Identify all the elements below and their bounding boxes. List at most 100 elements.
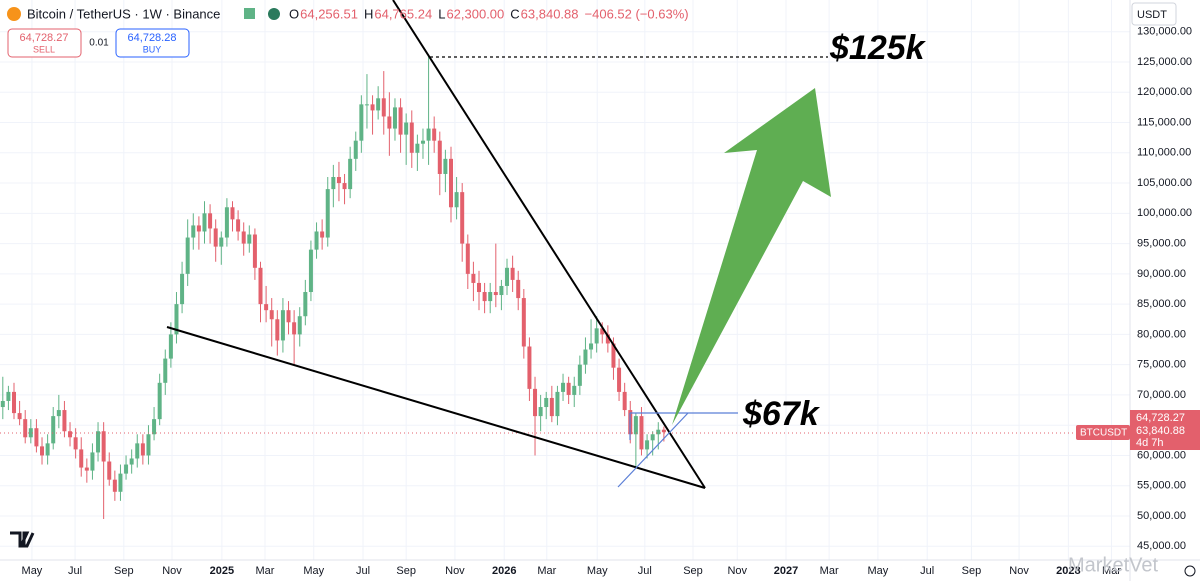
buy-button[interactable] <box>115 28 190 58</box>
candle-body <box>28 428 33 438</box>
watermark: MarketVet <box>1068 554 1158 576</box>
flag-icon[interactable] <box>244 8 255 19</box>
candle-body <box>398 107 403 135</box>
annotation: $125k <box>829 29 927 67</box>
candle-body <box>482 292 487 302</box>
countdown: 4d 7h <box>1136 437 1164 449</box>
candle-body <box>264 304 269 311</box>
candle-body <box>650 434 655 441</box>
annotation: $67k <box>742 395 821 433</box>
symbol: BTCUSDT <box>1080 428 1127 439</box>
grid <box>0 0 1130 560</box>
chart-title: Bitcoin / TetherUS · 1W · Binance <box>27 6 220 21</box>
candle-body <box>432 128 437 141</box>
candle-body <box>314 231 319 250</box>
candle-body <box>191 225 196 238</box>
settings-icon[interactable] <box>1184 565 1196 577</box>
candle-body <box>600 328 605 335</box>
candle-body <box>79 449 84 468</box>
candle-body <box>566 382 571 395</box>
candle-body <box>297 316 302 335</box>
sell-price: 64,728.27 <box>20 32 69 44</box>
close-price: 63,840.88 <box>1136 425 1185 437</box>
sell-button[interactable] <box>7 28 82 58</box>
candle-body <box>241 231 246 244</box>
candle-body <box>477 282 482 293</box>
candle-body <box>656 429 661 435</box>
coin-icon <box>7 7 21 21</box>
candle-body <box>454 192 459 208</box>
x-tick-label: 2026 <box>492 565 516 577</box>
x-tick-label: Nov <box>162 565 182 577</box>
candle-body <box>68 431 73 438</box>
x-tick-label: Jul <box>638 565 652 577</box>
candle-body <box>168 334 173 359</box>
candle-body <box>583 349 588 365</box>
candle-body <box>308 249 313 293</box>
candle-body <box>342 183 347 190</box>
x-tick-label: Sep <box>396 565 416 577</box>
legend-value: 64,256.51 <box>300 6 358 21</box>
candle-body <box>252 234 257 268</box>
candle-body <box>392 107 397 129</box>
y-tick-label: 95,000.00 <box>1137 237 1186 249</box>
x-tick-label: Jul <box>920 565 934 577</box>
y-tick-label: 100,000.00 <box>1137 207 1192 219</box>
legend-key: L <box>438 6 445 21</box>
legend-value: 63,840.88 <box>521 6 579 21</box>
y-tick-label: 55,000.00 <box>1137 480 1186 492</box>
candle-body <box>645 440 650 450</box>
candle-body <box>409 122 414 153</box>
candle-body <box>230 207 235 220</box>
y-tick-label: 45,000.00 <box>1137 540 1186 552</box>
currency-button[interactable] <box>1131 2 1177 26</box>
x-tick-label: Nov <box>445 565 465 577</box>
candle-body <box>437 140 442 174</box>
candle-body <box>34 428 39 447</box>
candle-body <box>387 116 392 129</box>
candle-body <box>292 322 297 335</box>
candle-body <box>213 228 218 247</box>
x-tick-label: 2028 <box>1056 565 1080 577</box>
candle-body <box>325 189 330 238</box>
candle-body <box>493 292 498 296</box>
candle-body <box>157 382 162 420</box>
candle-body <box>6 391 11 401</box>
y-tick-label: 120,000.00 <box>1137 86 1192 98</box>
candle-body <box>577 364 582 386</box>
candle-body <box>336 177 341 184</box>
candle-body <box>56 410 61 417</box>
price-tag <box>1130 410 1200 450</box>
candle-body <box>639 416 644 450</box>
x-tick-label: May <box>587 565 608 577</box>
x-tick-label: May <box>22 565 43 577</box>
x-tick-label: May <box>303 565 324 577</box>
candle-body <box>17 413 22 420</box>
candle-body <box>617 367 622 392</box>
legend-change: −406.52 (−0.63%) <box>585 6 689 21</box>
x-tick-label: May <box>868 565 889 577</box>
candle-body <box>533 388 538 417</box>
candle-body <box>269 310 274 320</box>
candle-body <box>589 343 594 350</box>
candle-body <box>510 267 515 280</box>
candle-body <box>174 304 179 335</box>
x-tick-label: 2027 <box>774 565 798 577</box>
candle-body <box>73 437 78 450</box>
candle-body <box>370 104 375 111</box>
x-tick-label: Sep <box>683 565 703 577</box>
candle-body <box>420 140 425 144</box>
candle-body <box>118 473 123 492</box>
y-tick-label: 90,000.00 <box>1137 268 1186 280</box>
candle-body <box>538 407 543 417</box>
y-tick-label: 60,000.00 <box>1137 449 1186 461</box>
candle-body <box>62 410 67 432</box>
candle-body <box>202 213 207 232</box>
spread: 0.01 <box>89 38 109 49</box>
candle-body <box>561 382 566 392</box>
arrow <box>672 88 831 425</box>
x-tick-label: Sep <box>962 565 982 577</box>
candle-body <box>460 192 465 244</box>
